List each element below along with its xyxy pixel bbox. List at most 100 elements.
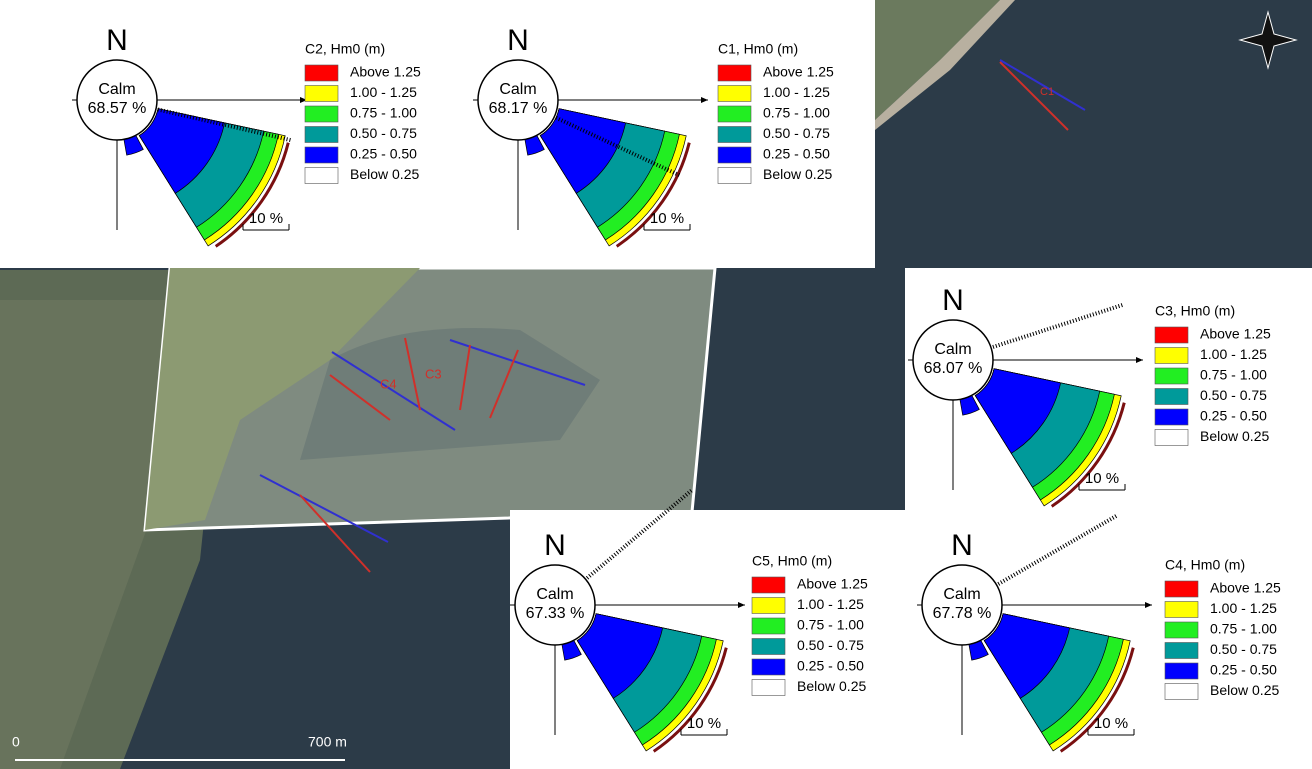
rose-segment bbox=[539, 108, 627, 194]
legend-label: 0.50 - 0.75 bbox=[763, 125, 830, 141]
legend-label: Above 1.25 bbox=[1210, 580, 1281, 596]
rose-segment bbox=[576, 613, 664, 699]
north-label: N bbox=[544, 529, 566, 562]
legend-swatch bbox=[1154, 408, 1189, 426]
legend-label: 0.25 - 0.50 bbox=[350, 146, 417, 162]
legend-swatch bbox=[751, 638, 786, 655]
beach bbox=[875, 0, 1015, 130]
legend-swatch bbox=[1164, 662, 1199, 680]
calm-value: 67.78 % bbox=[933, 605, 992, 622]
site-label: C3 bbox=[425, 366, 442, 381]
legend-title: C2, Hm0 (m) bbox=[305, 41, 385, 57]
calm-label: Calm bbox=[499, 81, 536, 98]
legend-label: 1.00 - 1.25 bbox=[763, 84, 830, 100]
calm-circle bbox=[477, 59, 559, 141]
site-label: C4 bbox=[380, 376, 397, 391]
legend-label: 0.75 - 1.00 bbox=[763, 105, 830, 121]
legend-swatch bbox=[751, 658, 786, 676]
calm-label: Calm bbox=[536, 586, 573, 603]
rose-segment bbox=[974, 368, 1062, 454]
legend-label: 0.75 - 1.00 bbox=[350, 105, 417, 121]
legend-label: Above 1.25 bbox=[797, 576, 868, 592]
axis-arrow bbox=[738, 602, 745, 608]
calm-circle bbox=[921, 564, 1003, 646]
axis-arrow bbox=[300, 97, 307, 103]
north-label: N bbox=[951, 529, 973, 562]
roses: N Calm 68.57 % 10 % C2, Hm0 (m) Above 1.25 1.0… bbox=[72, 24, 1281, 753]
legend-swatch bbox=[1164, 683, 1199, 700]
legend-label: 0.50 - 0.75 bbox=[797, 637, 864, 653]
scale-label: 10 % bbox=[249, 210, 283, 227]
shoreline bbox=[980, 302, 1125, 353]
legend-swatch bbox=[304, 167, 339, 184]
shoreline bbox=[145, 104, 293, 143]
scale-end: 700 m bbox=[308, 734, 347, 750]
legend-label: 0.50 - 0.75 bbox=[1200, 387, 1267, 403]
legend-label: Above 1.25 bbox=[1200, 326, 1271, 342]
legend-swatch bbox=[304, 85, 339, 102]
scale-label: 10 % bbox=[1085, 470, 1119, 487]
calm-value: 68.17 % bbox=[489, 100, 548, 117]
site-line bbox=[489, 349, 519, 419]
legend-swatch bbox=[304, 105, 339, 123]
legend-label: Above 1.25 bbox=[350, 64, 421, 80]
legend-label: 1.00 - 1.25 bbox=[350, 84, 417, 100]
legend-label: Below 0.25 bbox=[763, 166, 832, 182]
legend-label: 0.25 - 0.50 bbox=[797, 658, 864, 674]
legend-swatch bbox=[1154, 347, 1189, 364]
legend-label: 1.00 - 1.25 bbox=[797, 596, 864, 612]
land-town bbox=[0, 300, 180, 769]
legend-swatch bbox=[751, 597, 786, 614]
legend-swatch bbox=[304, 64, 339, 82]
shoreline bbox=[576, 487, 695, 588]
north-label: N bbox=[507, 24, 529, 57]
legend-swatch bbox=[751, 679, 786, 696]
legend-swatch bbox=[1164, 601, 1199, 618]
axis-arrow bbox=[1136, 357, 1143, 363]
land-top bbox=[875, 0, 1000, 120]
legend-title: C4, Hm0 (m) bbox=[1165, 557, 1245, 573]
calm-circle bbox=[76, 59, 158, 141]
legend-label: Below 0.25 bbox=[797, 678, 866, 694]
legend-title: C3, Hm0 (m) bbox=[1155, 303, 1235, 319]
legend-label: 0.75 - 1.00 bbox=[1200, 367, 1267, 383]
legend-label: 0.50 - 0.75 bbox=[1210, 641, 1277, 657]
legend-swatch bbox=[717, 105, 752, 123]
legend-swatch bbox=[1154, 326, 1189, 344]
legend-swatch bbox=[717, 126, 752, 143]
calm-circle bbox=[514, 564, 596, 646]
site-lines bbox=[259, 59, 1086, 573]
legend-label: 1.00 - 1.25 bbox=[1200, 346, 1267, 362]
legend-swatch bbox=[717, 64, 752, 82]
legend-label: 0.25 - 0.50 bbox=[1200, 408, 1267, 424]
site-line bbox=[259, 474, 389, 543]
legend-label: 0.75 - 1.00 bbox=[797, 617, 864, 633]
site-line bbox=[459, 344, 471, 411]
rose-segment bbox=[138, 108, 226, 194]
site-line bbox=[329, 374, 391, 421]
legend-swatch bbox=[717, 85, 752, 102]
legend-swatch bbox=[1164, 580, 1199, 598]
plan-land bbox=[145, 268, 420, 530]
north-label: N bbox=[106, 24, 128, 57]
calm-value: 68.07 % bbox=[924, 360, 983, 377]
legend-label: Below 0.25 bbox=[350, 166, 419, 182]
calm-circle bbox=[912, 319, 994, 401]
legend-label: Below 0.25 bbox=[1200, 428, 1269, 444]
legend-label: 0.25 - 0.50 bbox=[1210, 662, 1277, 678]
legend-title: C5, Hm0 (m) bbox=[752, 553, 832, 569]
rose-segment bbox=[983, 613, 1071, 699]
legend-swatch bbox=[751, 617, 786, 635]
legend-label: 0.50 - 0.75 bbox=[350, 125, 417, 141]
scale-start: 0 bbox=[12, 734, 20, 750]
site-label: C1 bbox=[1040, 86, 1054, 98]
legend-swatch bbox=[1154, 367, 1189, 385]
site-line bbox=[999, 61, 1069, 131]
calm-value: 67.33 % bbox=[526, 605, 585, 622]
site-line bbox=[299, 494, 371, 573]
legend-swatch bbox=[717, 146, 752, 164]
legend-label: Above 1.25 bbox=[763, 64, 834, 80]
shoreline bbox=[986, 513, 1119, 592]
compass-star bbox=[1238, 10, 1298, 70]
legend-swatch bbox=[304, 146, 339, 164]
